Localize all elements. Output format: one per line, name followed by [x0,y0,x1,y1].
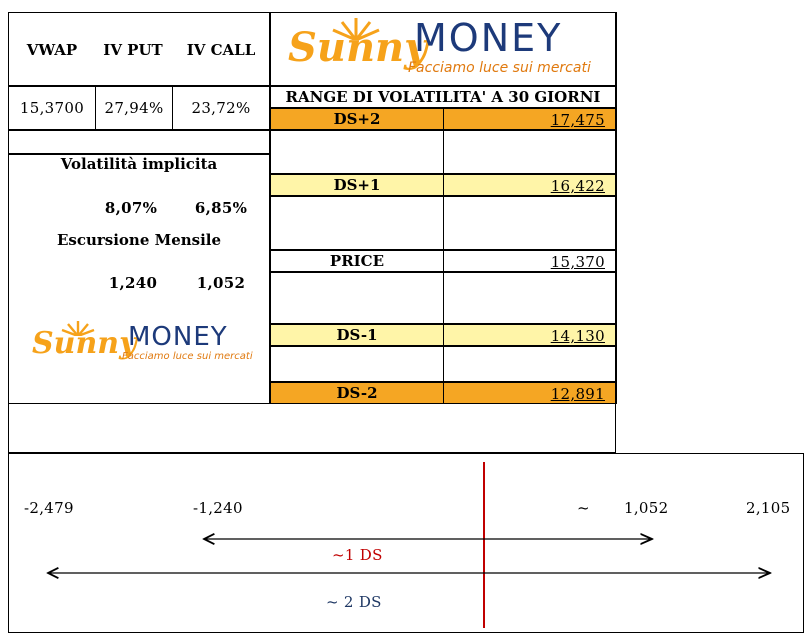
logo-big-sunny: Sunny [288,24,428,71]
diagram-one-ds-label: ~1 DS [332,546,383,564]
logo-big: Sunny MONEY Facciamo luce sui mercati [288,14,608,82]
range-cell-ds-minus-1: 14,130 [443,324,616,346]
range-gap [443,346,616,382]
header-table [8,12,270,86]
logo-small-sunny: Sunny [32,326,137,361]
sun-icon [332,18,380,40]
logo-big-box [270,12,616,86]
header-iv-call-label: IV CALL [186,41,256,59]
range-gap [443,272,616,324]
range-value-ds-minus-1: 14,130 [550,327,605,345]
range-value-ds-plus-1: 16,422 [550,177,605,195]
vol-call-value: 6,85% [194,199,248,217]
header-vwap-label: VWAP [26,41,78,59]
vol-title: Volatilità implicita [60,155,218,173]
range-title: RANGE DI VOLATILITA' A 30 GIORNI [270,86,616,108]
range-cell-ds-plus-1: 16,422 [443,174,616,196]
diagram-two-ds-label: ~ 2 DS [326,593,382,611]
diagram-right1-value: 1,052 [624,499,669,517]
range-cell-ds-plus-2: 17,475 [443,108,616,130]
range-value-ds-minus-2: 12,891 [550,385,605,403]
diagram-left2-value: -2,479 [24,499,74,517]
ds-diagram [8,453,804,633]
range-value-ds-plus-2: 17,475 [550,111,605,129]
range-gap [443,130,616,174]
diagram-left1-value: -1,240 [193,499,243,517]
iv-call-value: 23,72% [172,86,270,130]
diagram-tilde: ~ [577,499,590,517]
range-label-ds-minus-1: DS-1 [270,324,444,346]
exc-call-value: 1,052 [196,274,246,292]
spacer-block [8,403,616,453]
frame-right-line [616,12,617,404]
range-label-ds-plus-1: DS+1 [270,174,444,196]
range-value-price: 15,370 [550,253,605,271]
logo-small: Sunny MONEY Facciamo luce sui mercati [30,318,260,368]
header-iv-put-label: IV PUT [103,41,163,59]
logo-small-money: MONEY [128,322,228,352]
logo-small-tagline: Facciamo luce sui mercati [122,351,253,362]
spacer-row [8,130,270,154]
vol-put-value: 8,07% [104,199,158,217]
diagram-right2-value: 2,105 [746,499,791,517]
range-gap [443,196,616,250]
range-label-ds-plus-2: DS+2 [270,108,444,130]
sun-icon [61,321,95,336]
range-cell-price: 15,370 [443,250,616,272]
logo-big-tagline: Facciamo luce sui mercati [408,60,591,76]
logo-big-money: MONEY [414,16,563,60]
exc-put-value: 1,240 [108,274,158,292]
exc-title: Escursione Mensile [56,231,222,249]
